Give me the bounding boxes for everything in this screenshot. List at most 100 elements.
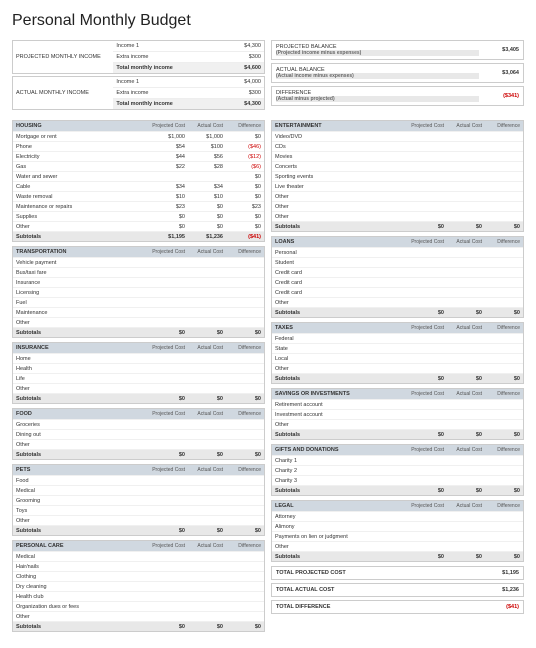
category-row: Local — [272, 353, 523, 363]
category-row: Retirement account — [272, 399, 523, 409]
balance-row: DIFFERENCE(Actual minus projected)($341) — [271, 86, 524, 106]
category-row: Supplies$0$0$0 — [13, 211, 264, 221]
category-row: State — [272, 343, 523, 353]
income-label: PROJECTED MONTHLY INCOME — [13, 41, 113, 73]
category-row: Licensing — [13, 287, 264, 297]
category-row: Other$0$0$0 — [13, 221, 264, 231]
subtotal-row: Subtotals$0$0$0 — [272, 551, 523, 561]
category-row: Maintenance — [13, 307, 264, 317]
subtotal-row: Subtotals$0$0$0 — [13, 525, 264, 535]
category-row: Hair/nails — [13, 561, 264, 571]
category-section: ENTERTAINMENTProjected CostActual CostDi… — [271, 120, 524, 232]
category-row: Credit card — [272, 277, 523, 287]
category-row: Grooming — [13, 495, 264, 505]
subtotal-row: Subtotals$0$0$0 — [13, 327, 264, 337]
category-row: Dry cleaning — [13, 581, 264, 591]
category-row: Charity 3 — [272, 475, 523, 485]
category-header: FOODProjected CostActual CostDifference — [13, 409, 264, 419]
category-section: GIFTS AND DONATIONSProjected CostActual … — [271, 444, 524, 496]
total-row: TOTAL ACTUAL COST$1,236 — [271, 583, 524, 597]
category-row: Medical — [13, 551, 264, 561]
category-row: Maintenance or repairs$23$0$23 — [13, 201, 264, 211]
subtotal-row: Subtotals$0$0$0 — [272, 373, 523, 383]
category-row: Movies — [272, 151, 523, 161]
income-row: Income 1$4,300 — [113, 41, 264, 52]
category-row: Other — [13, 439, 264, 449]
category-header: GIFTS AND DONATIONSProjected CostActual … — [272, 445, 523, 455]
category-section: LEGALProjected CostActual CostDifference… — [271, 500, 524, 562]
category-header: PETSProjected CostActual CostDifference — [13, 465, 264, 475]
category-row: Mortgage or rent$1,000$1,000$0 — [13, 131, 264, 141]
category-row: Toys — [13, 505, 264, 515]
category-header: PERSONAL CAREProjected CostActual CostDi… — [13, 541, 264, 551]
category-row: Other — [272, 211, 523, 221]
category-row: Charity 1 — [272, 455, 523, 465]
subtotal-row: Subtotals$0$0$0 — [13, 393, 264, 403]
income-row: Extra income$300 — [113, 52, 264, 63]
category-row: Sporting events — [272, 171, 523, 181]
category-row: Investment account — [272, 409, 523, 419]
category-row: Other — [13, 515, 264, 525]
income-block: PROJECTED MONTHLY INCOMEIncome 1$4,300Ex… — [12, 40, 265, 74]
summary-area: PROJECTED MONTHLY INCOMEIncome 1$4,300Ex… — [12, 40, 524, 112]
category-header: LOANSProjected CostActual CostDifference — [272, 237, 523, 247]
category-row: Federal — [272, 333, 523, 343]
category-section: INSURANCEProjected CostActual CostDiffer… — [12, 342, 265, 404]
balance-row: ACTUAL BALANCE(Actual income minus expen… — [271, 63, 524, 83]
category-row: Concerts — [272, 161, 523, 171]
category-row: Waste removal$10$10$0 — [13, 191, 264, 201]
category-row: Electricity$44$56($12) — [13, 151, 264, 161]
categories: HOUSINGProjected CostActual CostDifferen… — [12, 120, 524, 636]
category-row: Attorney — [272, 511, 523, 521]
category-row: Organization dues or fees — [13, 601, 264, 611]
subtotal-row: Subtotals$0$0$0 — [13, 449, 264, 459]
total-row: TOTAL DIFFERENCE($41) — [271, 600, 524, 614]
category-section: TRANSPORTATIONProjected CostActual CostD… — [12, 246, 265, 338]
category-row: Water and sewer$0 — [13, 171, 264, 181]
category-row: Other — [272, 541, 523, 551]
category-row: Other — [272, 297, 523, 307]
category-row: Other — [13, 317, 264, 327]
category-row: Groceries — [13, 419, 264, 429]
total-row: TOTAL PROJECTED COST$1,195 — [271, 566, 524, 580]
category-row: Charity 2 — [272, 465, 523, 475]
subtotal-row: Subtotals$0$0$0 — [272, 307, 523, 317]
income-summary: PROJECTED MONTHLY INCOMEIncome 1$4,300Ex… — [12, 40, 265, 112]
category-row: Other — [272, 419, 523, 429]
category-row: Bus/taxi fare — [13, 267, 264, 277]
category-row: Medical — [13, 485, 264, 495]
category-section: TAXESProjected CostActual CostDifference… — [271, 322, 524, 384]
income-row: Extra income$300 — [113, 88, 264, 99]
category-row: Credit card — [272, 287, 523, 297]
balance-row: PROJECTED BALANCE(Projected income minus… — [271, 40, 524, 60]
category-row: Other — [272, 363, 523, 373]
category-row: Phone$54$100($46) — [13, 141, 264, 151]
category-row: Video/DVD — [272, 131, 523, 141]
page-title: Personal Monthly Budget — [12, 12, 524, 30]
left-column: HOUSINGProjected CostActual CostDifferen… — [12, 120, 265, 636]
category-section: PETSProjected CostActual CostDifferenceF… — [12, 464, 265, 536]
category-row: Vehicle payment — [13, 257, 264, 267]
category-row: Payments on lien or judgment — [272, 531, 523, 541]
category-row: Gas$22$28($6) — [13, 161, 264, 171]
income-row: Income 1$4,000 — [113, 77, 264, 88]
category-section: HOUSINGProjected CostActual CostDifferen… — [12, 120, 265, 242]
subtotal-row: Subtotals$0$0$0 — [272, 429, 523, 439]
subtotal-row: Subtotals$0$0$0 — [272, 485, 523, 495]
balance-summary: PROJECTED BALANCE(Projected income minus… — [271, 40, 524, 112]
category-row: Health — [13, 363, 264, 373]
category-section: SAVINGS OR INVESTMENTSProjected CostActu… — [271, 388, 524, 440]
category-row: Home — [13, 353, 264, 363]
category-row: Cable$34$34$0 — [13, 181, 264, 191]
category-row: Insurance — [13, 277, 264, 287]
category-section: LOANSProjected CostActual CostDifference… — [271, 236, 524, 318]
income-block: ACTUAL MONTHLY INCOMEIncome 1$4,000Extra… — [12, 76, 265, 110]
subtotal-row: Subtotals$0$0$0 — [13, 621, 264, 631]
category-section: FOODProjected CostActual CostDifferenceG… — [12, 408, 265, 460]
category-row: Other — [272, 201, 523, 211]
income-total: Total monthly income$4,600 — [113, 63, 264, 73]
category-row: Other — [272, 191, 523, 201]
category-header: TRANSPORTATIONProjected CostActual CostD… — [13, 247, 264, 257]
category-header: LEGALProjected CostActual CostDifference — [272, 501, 523, 511]
category-row: Alimony — [272, 521, 523, 531]
